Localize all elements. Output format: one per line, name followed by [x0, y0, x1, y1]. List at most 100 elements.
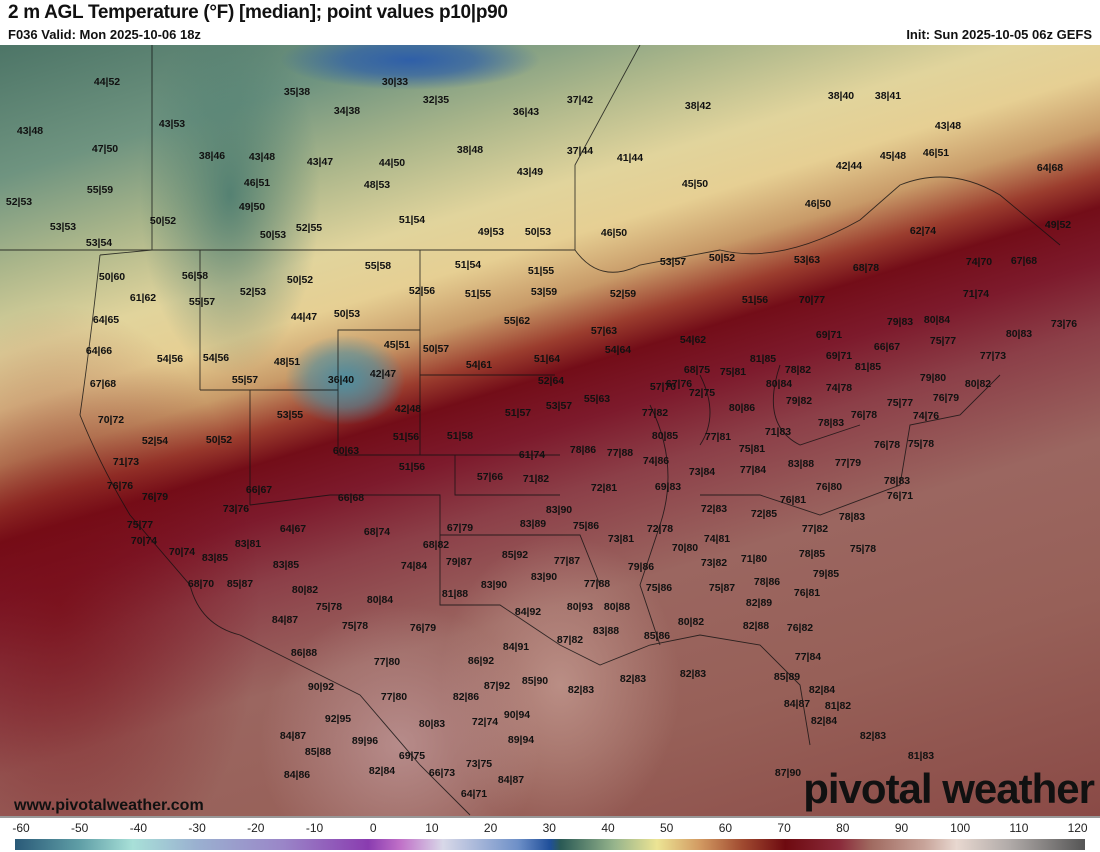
point-value-label: 32|35 — [422, 94, 450, 106]
point-value-label: 54|56 — [156, 353, 184, 365]
point-value-label: 36|40 — [327, 374, 355, 386]
point-value-label: 74|81 — [703, 533, 731, 545]
point-value-label: 84|86 — [283, 769, 311, 781]
point-value-label: 51|56 — [741, 294, 769, 306]
point-value-label: 75|87 — [708, 582, 736, 594]
point-value-label: 51|54 — [398, 214, 426, 226]
point-value-label: 73|76 — [222, 503, 250, 515]
point-value-label: 78|83 — [817, 417, 845, 429]
temperature-map[interactable]: 44|52 35|38 30|33 37|42 38|42 38|40 38|41 43|48… — [0, 45, 1100, 816]
point-value-label: 46|50 — [804, 198, 832, 210]
point-value-label: 80|82 — [677, 616, 705, 628]
point-value-label: 45|50 — [681, 178, 709, 190]
pivotal-weather-logo: pivotal weather — [803, 765, 1095, 812]
point-value-label: 80|84 — [366, 594, 394, 606]
point-value-label: 71|82 — [522, 473, 550, 485]
point-value-label: 51|58 — [446, 430, 474, 442]
point-value-label: 80|83 — [418, 718, 446, 730]
point-value-label: 50|53 — [524, 226, 552, 238]
point-value-label: 67|68 — [89, 378, 117, 390]
point-value-label: 66|73 — [428, 767, 456, 779]
point-value-label: 53|53 — [49, 221, 77, 233]
point-value-label: 77|73 — [979, 350, 1007, 362]
point-value-label: 77|82 — [641, 407, 669, 419]
point-value-label: 37|42 — [566, 94, 594, 106]
point-value-label: 82|89 — [745, 597, 773, 609]
point-value-label: 51|55 — [527, 265, 555, 277]
point-value-label: 76|76 — [106, 480, 134, 492]
colorbar-tick-label: 90 — [894, 821, 909, 835]
point-value-label: 50|53 — [259, 229, 287, 241]
point-value-label: 77|84 — [794, 651, 822, 663]
point-value-label: 54|61 — [465, 359, 493, 371]
colorbar-tick-label: 110 — [1009, 821, 1029, 835]
point-value-label: 46|51 — [922, 147, 950, 159]
point-value-label: 49|53 — [477, 226, 505, 238]
colorbar-tick-label: 100 — [950, 821, 971, 835]
point-value-label: 50|52 — [149, 215, 177, 227]
point-value-label: 72|81 — [590, 482, 618, 494]
point-value-label: 69|83 — [654, 481, 682, 493]
point-value-label: 37|44 — [566, 145, 594, 157]
point-value-label: 67|76 — [665, 378, 693, 390]
point-value-label: 50|52 — [205, 434, 233, 446]
point-value-label: 73|84 — [688, 466, 716, 478]
point-value-label: 77|81 — [704, 431, 732, 443]
point-value-label: 45|51 — [383, 339, 411, 351]
point-value-label: 64|65 — [92, 314, 120, 326]
point-value-label: 71|74 — [962, 288, 990, 300]
point-value-label: 64|67 — [279, 523, 307, 535]
point-value-label: 82|83 — [567, 684, 595, 696]
colorbar-tick-label: 70 — [777, 821, 791, 835]
point-value-label: 77|82 — [801, 523, 829, 535]
point-value-label: 82|83 — [619, 673, 647, 685]
point-value-label: 75|77 — [886, 397, 914, 409]
point-value-label: 38|42 — [684, 100, 712, 112]
point-value-label: 82|88 — [742, 620, 770, 632]
point-value-label: 74|84 — [400, 560, 428, 572]
point-value-label: 83|81 — [234, 538, 262, 550]
point-value-label: 79|87 — [445, 556, 473, 568]
point-value-label: 72|78 — [646, 523, 674, 535]
point-value-label: 62|74 — [909, 225, 937, 237]
point-value-label: 84|87 — [271, 614, 299, 626]
colorbar-tick-label: 80 — [836, 821, 850, 835]
point-value-label: 51|56 — [392, 431, 420, 443]
point-value-label: 79|85 — [812, 568, 840, 580]
point-value-label: 36|43 — [512, 106, 540, 118]
map-borders — [0, 45, 1061, 816]
point-value-label: 76|81 — [779, 494, 807, 506]
point-value-label: 42|44 — [835, 160, 863, 172]
point-value-label: 82|83 — [859, 730, 887, 742]
point-value-label: 54|62 — [679, 334, 707, 346]
point-value-label: 71|83 — [764, 426, 792, 438]
point-value-label: 77|84 — [739, 464, 767, 476]
point-value-label: 75|81 — [719, 366, 747, 378]
point-value-label: 48|53 — [363, 179, 391, 191]
point-value-label: 53|57 — [545, 400, 573, 412]
point-value-label: 85|86 — [643, 630, 671, 642]
point-value-label: 74|78 — [825, 382, 853, 394]
point-value-label: 44|52 — [93, 76, 121, 88]
point-value-label: 42|48 — [394, 403, 422, 415]
point-value-label: 77|88 — [583, 578, 611, 590]
point-value-label: 82|84 — [368, 765, 396, 777]
point-value-label: 80|85 — [651, 430, 679, 442]
point-value-label: 46|50 — [600, 227, 628, 239]
point-value-label: 69|71 — [825, 350, 853, 362]
point-value-label: 71|73 — [112, 456, 140, 468]
point-value-label: 54|64 — [604, 344, 632, 356]
point-value-label: 70|74 — [168, 546, 196, 558]
point-value-label: 43|48 — [934, 120, 962, 132]
point-value-label: 85|90 — [521, 675, 549, 687]
point-value-label: 56|58 — [181, 270, 209, 282]
point-value-label: 38|41 — [874, 90, 902, 102]
point-value-label: 30|33 — [381, 76, 409, 88]
point-value-label: 70|74 — [130, 535, 158, 547]
point-value-label: 70|77 — [798, 294, 826, 306]
colorbar-tick-label: 30 — [542, 821, 556, 835]
point-value-label: 81|83 — [907, 750, 935, 762]
colorbar-tick-label: -60 — [12, 821, 30, 835]
point-value-label: 76|71 — [886, 490, 914, 502]
point-value-label: 84|87 — [783, 698, 811, 710]
